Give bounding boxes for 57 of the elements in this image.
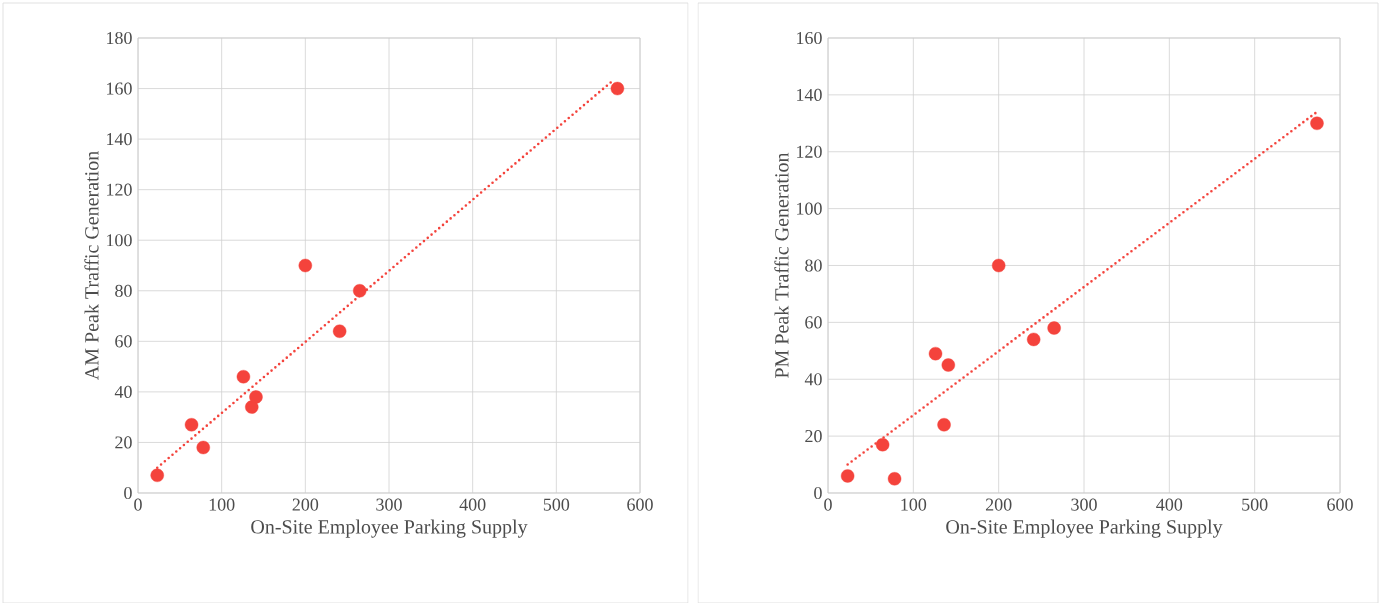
y-axis-title: AM Peak Traffic Generation xyxy=(84,151,99,381)
y-tick-label: 0 xyxy=(124,486,132,500)
y-axis-title: PM Peak Traffic Generation xyxy=(774,152,789,378)
point xyxy=(249,390,263,404)
y-tick-label: 60 xyxy=(805,316,822,329)
y-tick-label: 0 xyxy=(814,486,822,500)
x-tick-label: 500 xyxy=(543,498,570,511)
x-tick-label: 300 xyxy=(1071,498,1097,511)
point xyxy=(875,437,890,452)
y-tick-label: 100 xyxy=(107,234,132,247)
y-tick-label: 120 xyxy=(107,183,132,196)
y-tick-label: 140 xyxy=(797,88,822,101)
point xyxy=(937,418,951,432)
x-tick-label: 100 xyxy=(209,498,235,511)
y-tick-label: 40 xyxy=(804,373,822,386)
point xyxy=(991,258,1006,273)
x-tick-label: 100 xyxy=(901,498,927,511)
y-tick-label: 180 xyxy=(107,31,132,45)
x-tick-label: 500 xyxy=(1242,498,1268,511)
point xyxy=(1026,332,1041,347)
y-tick-label: 160 xyxy=(107,82,132,95)
point xyxy=(353,284,367,298)
y-tick-label: 60 xyxy=(115,335,132,348)
y-tick-label: 40 xyxy=(114,385,132,398)
point xyxy=(1047,321,1061,335)
point xyxy=(332,324,347,338)
y-tick-label: 20 xyxy=(805,430,822,443)
point xyxy=(941,358,956,372)
point xyxy=(610,81,625,96)
x-tick-label: 0 xyxy=(824,498,832,511)
y-tick-label: 120 xyxy=(797,145,822,158)
point xyxy=(1310,116,1324,131)
point xyxy=(245,400,259,414)
y-tick-label: 140 xyxy=(107,133,132,146)
x-tick-label: 0 xyxy=(134,498,142,511)
y-tick-label: 100 xyxy=(797,202,822,215)
point xyxy=(184,418,199,432)
x-tick-label: 600 xyxy=(627,498,653,511)
x-tick-label: 200 xyxy=(985,498,1012,511)
point xyxy=(150,468,164,483)
point xyxy=(196,440,210,455)
point xyxy=(887,472,902,486)
x-axis-title: On-Site Employee Parking Supply xyxy=(946,519,1223,538)
x-tick-label: 400 xyxy=(1156,498,1183,511)
point xyxy=(928,346,943,361)
x-tick-label: 600 xyxy=(1327,498,1353,511)
y-tick-label: 80 xyxy=(115,284,132,297)
point xyxy=(840,469,855,483)
x-tick-label: 300 xyxy=(376,498,402,511)
point xyxy=(236,370,251,384)
y-tick-label: 160 xyxy=(797,31,822,45)
x-axis-title: On-Site Employee Parking Supply xyxy=(251,519,528,538)
point xyxy=(298,258,313,273)
x-tick-label: 200 xyxy=(292,498,319,511)
x-tick-label: 400 xyxy=(459,498,486,511)
y-tick-label: 20 xyxy=(115,436,132,449)
y-tick-label: 80 xyxy=(805,259,822,272)
